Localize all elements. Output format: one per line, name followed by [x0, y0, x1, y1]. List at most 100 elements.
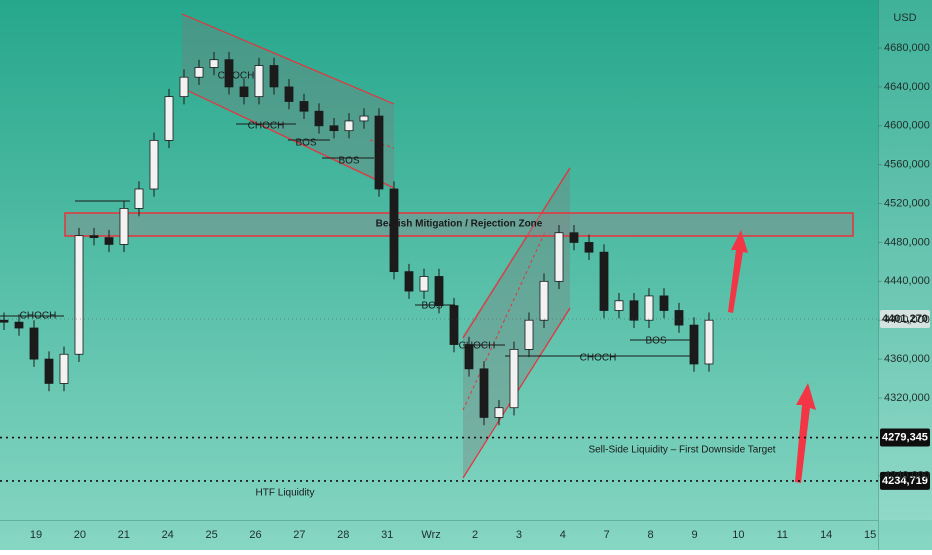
- candle-body: [374, 115, 384, 190]
- price-label: 4279,345: [882, 431, 928, 443]
- candle-body: [0, 319, 9, 323]
- candle-body: [389, 188, 399, 273]
- y-tick-label: 4640,000: [884, 81, 930, 93]
- y-tick-label: 4320,000: [884, 392, 930, 404]
- candle-body: [254, 65, 264, 98]
- x-tick-label: 4: [560, 529, 566, 541]
- x-tick-label: 31: [381, 529, 393, 541]
- annotation: CHOCH: [20, 311, 57, 322]
- price-label-box: [880, 309, 930, 328]
- candle-body: [164, 96, 174, 141]
- candle-body: [89, 235, 99, 238]
- candle-body: [659, 295, 669, 311]
- x-tick-label: 20: [74, 529, 86, 541]
- y-tick-label: 4480,000: [884, 236, 930, 248]
- ascending-channel-fill: [463, 166, 570, 478]
- candle-body: [554, 232, 564, 282]
- y-tick-label: 4680,000: [884, 42, 930, 54]
- candle-body: [674, 310, 684, 326]
- x-tick-label: 15: [864, 529, 876, 541]
- y-tick-label: 4400,000: [884, 314, 930, 326]
- candle-body: [284, 86, 294, 102]
- channel-midline: [462, 231, 546, 411]
- candle-body: [104, 237, 114, 245]
- candle-body: [689, 324, 699, 365]
- annotation: BOS: [338, 156, 359, 167]
- candle-body: [509, 348, 519, 409]
- candle-body: [74, 235, 84, 355]
- y-tick-label: 4360,000: [884, 353, 930, 365]
- x-tick-label: 27: [293, 529, 305, 541]
- candle-body: [599, 251, 609, 311]
- candle-body: [404, 271, 414, 292]
- candles: [0, 51, 714, 426]
- candle-body: [224, 59, 234, 88]
- currency-label: USD: [893, 12, 916, 24]
- channel-line: [181, 87, 395, 189]
- candle-body: [449, 305, 459, 345]
- candle-body: [614, 300, 624, 311]
- annotation: CHOCH: [580, 353, 617, 364]
- x-tick-label: 24: [162, 529, 174, 541]
- rejection-zone: [64, 212, 854, 237]
- x-tick-label: 9: [691, 529, 697, 541]
- price-label-box: [880, 428, 930, 447]
- channel-line: [462, 167, 571, 339]
- candle-body: [299, 101, 309, 112]
- candle-body: [644, 295, 654, 321]
- x-tick-label: 19: [30, 529, 42, 541]
- x-tick-label: 7: [604, 529, 610, 541]
- y-tick-label: 4240,000: [884, 470, 930, 482]
- annotation: CHOCH: [218, 71, 255, 82]
- price-label: 4401,270: [882, 313, 928, 325]
- x-tick-label: 10: [732, 529, 744, 541]
- annotation: CHOCH: [248, 121, 285, 132]
- candle-body: [569, 232, 579, 243]
- candle-body: [629, 300, 639, 321]
- candle-body: [209, 59, 219, 68]
- candle-body: [464, 344, 474, 370]
- y-tick-label: 4440,000: [884, 275, 930, 287]
- candle-body: [179, 76, 189, 98]
- y-tick-label: 4600,000: [884, 120, 930, 132]
- candle-body: [269, 65, 279, 88]
- overlays: 4401,270 4279,345 4234,719 CHOCH CHOCH CHOCH B…: [0, 71, 930, 499]
- channel-line: [181, 13, 395, 105]
- candle-body: [344, 120, 354, 132]
- annotation: HTF Liquidity: [256, 488, 315, 499]
- candle-body: [479, 368, 489, 418]
- x-tick-label: 8: [648, 529, 654, 541]
- arrows: [728, 230, 816, 483]
- candle-body: [419, 276, 429, 292]
- candle-body: [434, 276, 444, 307]
- annotation: Sell-Side Liquidity – First Downside Tar…: [588, 445, 775, 456]
- candle-body: [119, 208, 129, 245]
- candle-body: [329, 125, 339, 132]
- candle-body: [539, 280, 549, 321]
- candle-body: [194, 67, 204, 78]
- candle-body: [149, 139, 159, 190]
- candle-body: [704, 319, 714, 365]
- candle-body: [584, 242, 594, 253]
- candle-body: [239, 86, 249, 98]
- x-tick-label: 21: [118, 529, 130, 541]
- annotation: BOS: [421, 301, 442, 312]
- y-tick-label: 4560,000: [884, 159, 930, 171]
- annotation: BOS: [645, 336, 666, 347]
- x-tick-label: 11: [777, 529, 788, 541]
- descending-channel-fill: [182, 14, 394, 190]
- price-label: 4234,719: [882, 475, 928, 487]
- annotation: BOS: [295, 138, 316, 149]
- x-tick-label: 2: [472, 529, 478, 541]
- x-tick-label: 14: [820, 529, 832, 541]
- x-tick-label: 3: [516, 529, 522, 541]
- y-tick-label: 4520,000: [884, 197, 930, 209]
- annotation: Bearish Mitigation / Rejection Zone: [376, 219, 543, 230]
- candle-body: [314, 110, 324, 127]
- x-tick-label: 28: [337, 529, 349, 541]
- candle-body: [494, 407, 504, 418]
- annotation: CHOCH: [459, 341, 496, 352]
- x-tick-label: 25: [205, 529, 217, 541]
